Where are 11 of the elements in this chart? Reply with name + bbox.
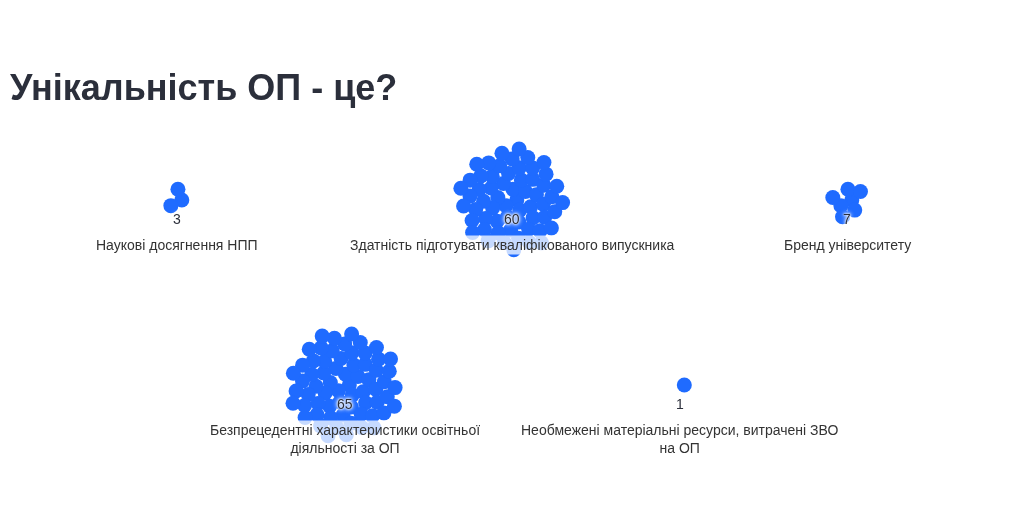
text: Унікальність ОП - це? — [10, 66, 398, 108]
category-label: Необмежені матеріальні ресурси, витрачені ЗВО на ОП — [521, 422, 839, 457]
data-label: 60 — [504, 211, 520, 227]
data-label: 65 — [337, 396, 353, 412]
data-label: 7 — [843, 211, 851, 227]
category-label: Безпрецедентні характеристики освітньої діяльності за ОП — [210, 422, 481, 457]
category-label: Здатність підготувати кваліфікованого випускника — [350, 237, 675, 253]
category-label: Бренд університету — [784, 237, 912, 253]
category-label: Наукові досягнення НПП — [96, 237, 258, 253]
data-label: 1 — [676, 396, 684, 412]
data-label: 3 — [173, 211, 181, 227]
